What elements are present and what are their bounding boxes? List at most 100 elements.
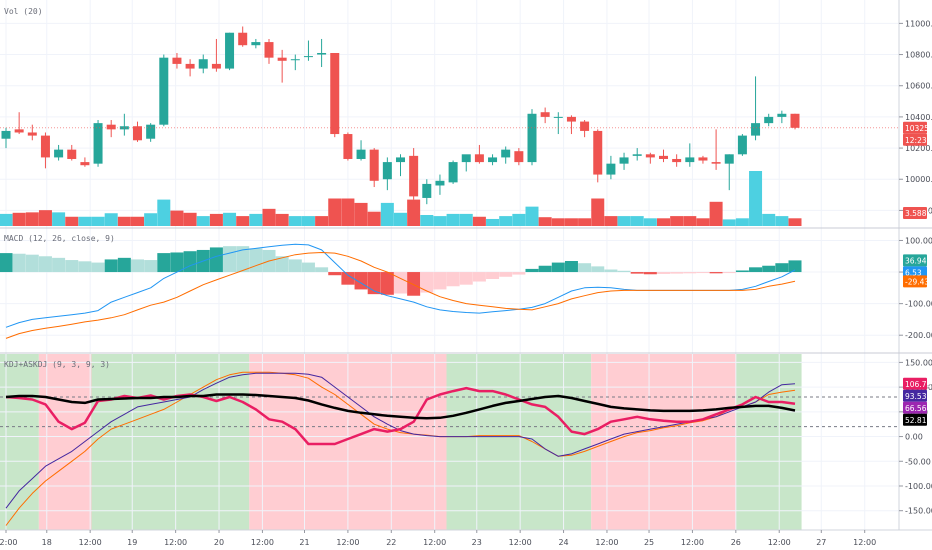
volume-bar[interactable] — [617, 216, 631, 226]
candle-body[interactable] — [159, 57, 169, 125]
macd-histogram-bar[interactable] — [657, 272, 670, 274]
macd-histogram-bar[interactable] — [446, 272, 460, 287]
candle-body[interactable] — [580, 121, 590, 131]
macd-histogram-bar[interactable] — [433, 272, 447, 290]
candle-body[interactable] — [777, 113, 787, 117]
macd-histogram-bar[interactable] — [472, 272, 486, 282]
candle-body[interactable] — [396, 157, 405, 163]
macd-histogram-bar[interactable] — [209, 247, 223, 273]
macd-histogram-bar[interactable] — [709, 272, 723, 274]
macd-histogram-bar[interactable] — [683, 272, 697, 274]
volume-bar[interactable] — [486, 218, 500, 226]
volume-bar[interactable] — [472, 216, 486, 226]
macd-histogram-bar[interactable] — [275, 256, 289, 273]
volume-bar[interactable] — [78, 216, 92, 226]
macd-histogram-bar[interactable] — [0, 253, 13, 273]
candle-body[interactable] — [409, 155, 419, 197]
kdj-pane[interactable] — [0, 371, 899, 526]
candle-body[interactable] — [659, 155, 668, 159]
candle-body[interactable] — [790, 113, 800, 128]
volume-bar[interactable] — [538, 217, 552, 226]
macd-histogram-bar[interactable] — [315, 267, 329, 273]
volume-bar[interactable] — [604, 216, 618, 226]
macd-histogram-bar[interactable] — [78, 261, 92, 273]
volume-bar[interactable] — [223, 212, 237, 226]
volume-bar[interactable] — [525, 206, 539, 226]
macd-histogram-bar[interactable] — [394, 272, 407, 294]
volume-bar[interactable] — [722, 219, 736, 226]
volume-bar[interactable] — [170, 210, 184, 226]
macd-histogram-bar[interactable] — [604, 269, 618, 273]
volume-bar[interactable] — [52, 212, 66, 226]
volume-bar[interactable] — [630, 216, 644, 226]
volume-bar[interactable] — [775, 216, 789, 226]
macd-histogram-bar[interactable] — [630, 272, 644, 274]
volume-bar[interactable] — [367, 211, 381, 226]
volume-bar[interactable] — [420, 215, 434, 226]
volume-bar[interactable] — [709, 201, 723, 226]
volume-bar[interactable] — [788, 218, 802, 226]
macd-histogram-bar[interactable] — [288, 259, 302, 273]
macd-histogram-bar[interactable] — [183, 251, 197, 273]
macd-histogram-bar[interactable] — [696, 272, 710, 274]
volume-bar[interactable] — [144, 213, 158, 226]
candle-body[interactable] — [67, 149, 77, 159]
volume-bar[interactable] — [315, 216, 329, 226]
volume-bar[interactable] — [209, 213, 223, 226]
macd-histogram-bar[interactable] — [486, 272, 500, 279]
volume-bar[interactable] — [499, 216, 513, 226]
macd-histogram-bar[interactable] — [91, 262, 105, 273]
volume-bar[interactable] — [117, 216, 131, 226]
candle-body[interactable] — [435, 180, 445, 186]
volume-bar[interactable] — [749, 171, 763, 226]
volume-bar[interactable] — [25, 212, 39, 226]
macd-histogram-bar[interactable] — [775, 263, 789, 273]
candle-body[interactable] — [330, 52, 340, 135]
macd-histogram-bar[interactable] — [104, 259, 118, 273]
volume-bar[interactable] — [762, 213, 776, 226]
macd-histogram-bar[interactable] — [25, 254, 39, 273]
macd-histogram-bar[interactable] — [223, 246, 237, 273]
macd-histogram-bar[interactable] — [722, 272, 736, 274]
candle-body[interactable] — [737, 135, 747, 155]
candle-body[interactable] — [40, 135, 50, 158]
k-line[interactable] — [5, 371, 796, 526]
macd-histogram-bar[interactable] — [380, 272, 394, 295]
volume-bar[interactable] — [104, 213, 118, 226]
j-line[interactable] — [5, 372, 796, 509]
volume-bar[interactable] — [407, 199, 421, 226]
volume-bar[interactable] — [328, 198, 342, 227]
macd-histogram-bar[interactable] — [341, 272, 355, 285]
volume-bar[interactable] — [183, 212, 197, 226]
macd-histogram-bar[interactable] — [617, 270, 631, 273]
candle-body[interactable] — [632, 154, 642, 156]
macd-histogram-bar[interactable] — [525, 268, 539, 273]
candle-body[interactable] — [540, 112, 550, 117]
volume-bar[interactable] — [696, 218, 710, 226]
macd-histogram-bar[interactable] — [301, 262, 315, 273]
candle-body[interactable] — [54, 149, 64, 158]
macd-histogram-bar[interactable] — [591, 266, 605, 273]
macd-histogram-bar[interactable] — [564, 261, 578, 273]
candle-body[interactable] — [290, 59, 300, 61]
candle-body[interactable] — [225, 32, 235, 69]
volume-bar[interactable] — [157, 199, 171, 226]
candle-body[interactable] — [211, 63, 221, 69]
candle-body[interactable] — [711, 162, 721, 164]
volume-bar[interactable] — [591, 198, 605, 227]
candle-body[interactable] — [474, 154, 484, 163]
candle-body[interactable] — [448, 162, 458, 183]
candle-body[interactable] — [672, 158, 682, 163]
macd-histogram-bar[interactable] — [12, 253, 26, 273]
candle-body[interactable] — [422, 183, 432, 198]
macd-histogram-bar[interactable] — [459, 272, 473, 285]
volume-bar[interactable] — [670, 216, 684, 226]
volume-bar[interactable] — [249, 213, 263, 226]
candle-body[interactable] — [277, 57, 287, 61]
candle-body[interactable] — [501, 149, 511, 158]
candle-body[interactable] — [514, 151, 524, 163]
volume-bar[interactable] — [578, 218, 592, 226]
candle-body[interactable] — [106, 124, 116, 130]
volume-bar[interactable] — [0, 213, 13, 226]
macd-histogram-bar[interactable] — [749, 267, 763, 273]
